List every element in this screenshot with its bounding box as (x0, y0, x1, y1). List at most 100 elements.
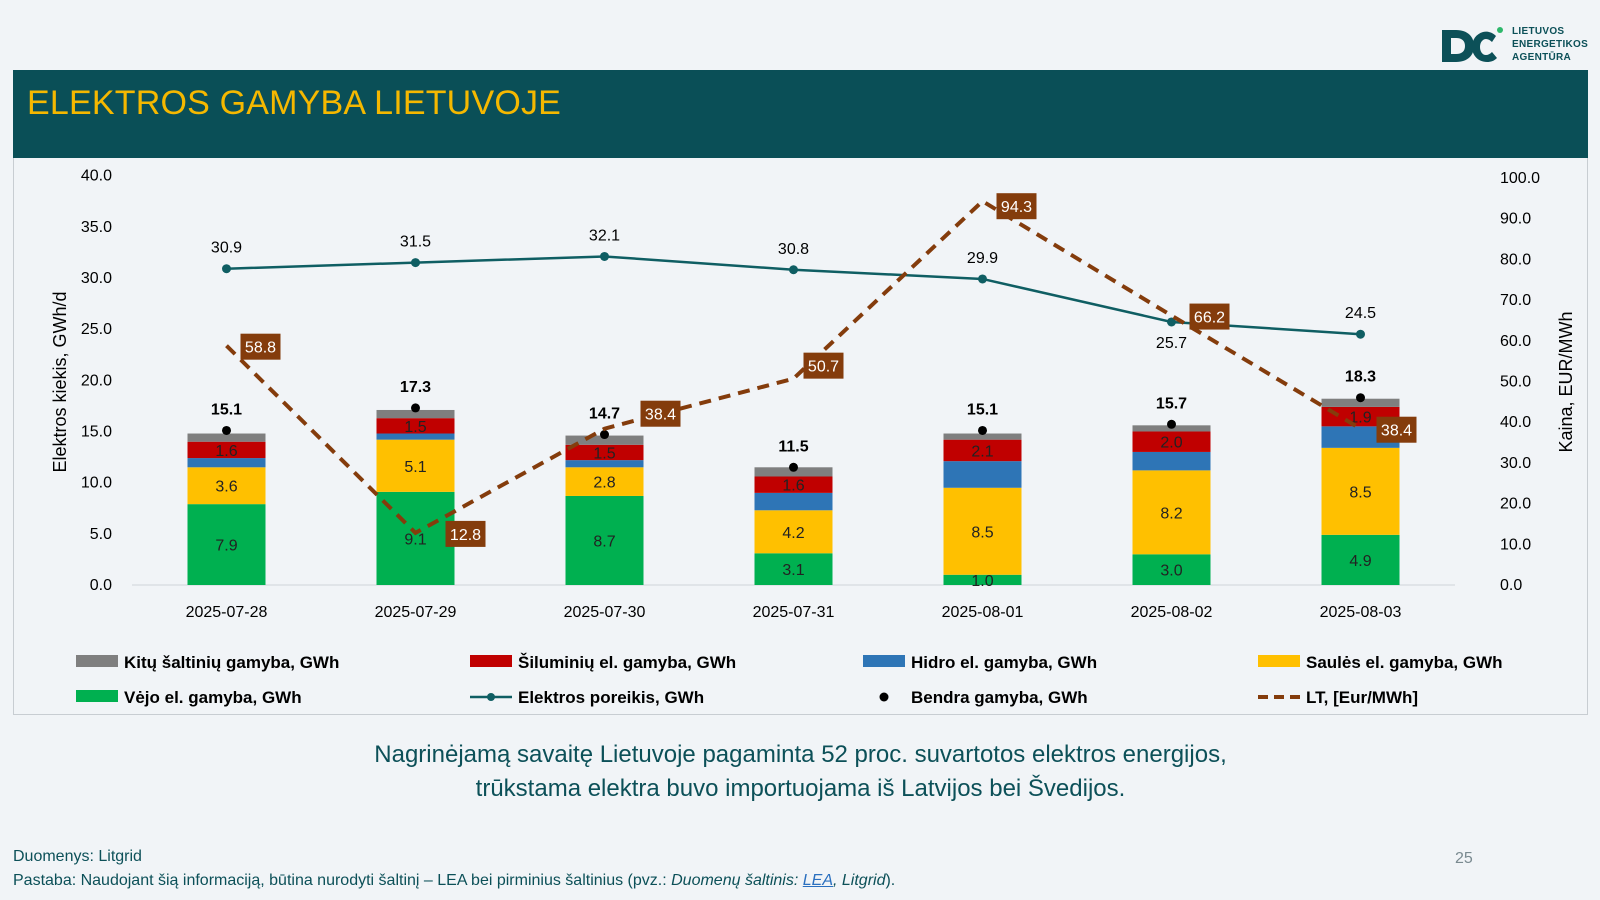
data-source: Duomenys: Litgrid (13, 848, 142, 865)
bar-siluminiu (1132, 431, 1211, 452)
bar-hidro (565, 460, 644, 468)
bar-saules (943, 487, 1022, 575)
y-tick-label: 40.0 (81, 168, 112, 185)
bar-kitu (1321, 398, 1400, 407)
bar-value-label: 3.6 (215, 479, 237, 496)
y2-tick-label: 20.0 (1500, 496, 1531, 513)
logo-line-1: LIETUVOS (1512, 26, 1565, 37)
logo-text: LIETUVOS ENERGETIKOS AGENTŪRA (1512, 25, 1588, 64)
bar-hidro (187, 458, 266, 468)
x-tick-label: 2025-08-02 (1131, 604, 1213, 621)
y2-tick-label: 50.0 (1500, 374, 1531, 391)
bar-value-label: 1.9 (1349, 410, 1371, 427)
agency-logo: LIETUVOS ENERGETIKOS AGENTŪRA (1438, 22, 1588, 66)
demand-label: 25.7 (1156, 335, 1187, 352)
summary-line-2: trūkstama elektra buvo importuojama iš L… (475, 775, 1126, 802)
bar-vejo (187, 504, 266, 585)
total-point (222, 425, 231, 435)
total-label: 15.1 (967, 401, 998, 418)
bar-vejo (1132, 554, 1211, 585)
legend-swatch-kitu (76, 655, 118, 667)
total-label: 14.7 (589, 406, 620, 423)
bar-kitu (565, 435, 644, 445)
demand-point (411, 258, 420, 268)
logo-line-3: AGENTŪRA (1512, 52, 1572, 63)
demand-label: 32.1 (589, 227, 620, 244)
bar-saules (1321, 447, 1400, 535)
legend-swatch-siluminiu (470, 655, 512, 667)
legend-swatch-saules (1258, 655, 1300, 667)
y2-tick-label: 80.0 (1500, 251, 1531, 268)
price-label: 66.2 (1194, 310, 1225, 327)
demand-label: 29.9 (967, 250, 998, 267)
legend-label: Elektros poreikis, GWh (518, 688, 704, 707)
bar-hidro (943, 461, 1022, 488)
x-tick-label: 2025-07-30 (564, 604, 646, 621)
bar-hidro (376, 433, 455, 440)
y-tick-label: 15.0 (81, 423, 112, 440)
total-label: 15.7 (1156, 395, 1187, 412)
usage-note: Pastaba: Naudojant šią informaciją, būti… (13, 872, 895, 890)
legend-swatch-point (487, 693, 495, 701)
price-label-box (996, 193, 1037, 220)
legend-label: Bendra gamyba, GWh (911, 688, 1088, 707)
demand-label: 24.5 (1345, 305, 1376, 322)
y-tick-label: 30.0 (81, 270, 112, 287)
total-point (789, 462, 798, 472)
y2-tick-label: 100.0 (1500, 170, 1540, 187)
summary-box: Nagrinėjamą savaitę Lietuvoje pagaminta … (13, 714, 1588, 834)
demand-point (789, 265, 798, 275)
bar-value-label: 9.1 (404, 531, 426, 548)
bar-kitu (187, 433, 266, 442)
logo-line-2: ENERGETIKOS (1512, 39, 1589, 50)
note-italic: Duomenų šaltinis: (671, 872, 803, 889)
bar-value-label: 1.6 (782, 478, 804, 495)
legend-label: Vėjo el. gamyba, GWh (124, 688, 302, 707)
bar-value-label: 5.1 (404, 459, 426, 476)
bar-hidro (754, 492, 833, 511)
summary-line-1: Nagrinėjamą savaitę Lietuvoje pagaminta … (374, 741, 1227, 768)
price-label-box (640, 400, 681, 427)
demand-label: 30.8 (778, 241, 809, 258)
bar-vejo (754, 553, 833, 585)
price-label: 58.8 (245, 340, 276, 357)
price-label: 50.7 (808, 359, 839, 376)
y2-tick-label: 60.0 (1500, 333, 1531, 350)
lea-link[interactable]: LEA (802, 872, 833, 889)
y-axis-title: Elektros kiekis, GWh/d (50, 291, 70, 472)
price-label: 38.4 (1381, 423, 1412, 440)
price-label-box (1189, 303, 1230, 330)
bar-vejo (565, 495, 644, 585)
y2-tick-label: 90.0 (1500, 211, 1531, 228)
y2-tick-label: 0.0 (1500, 577, 1522, 594)
production-chart: 0.0 5.0 10.0 15.0 20.0 25.0 30.0 35.0 40.0 0.0 10.… (50, 168, 1576, 707)
x-tick-label: 2025-08-03 (1320, 604, 1402, 621)
price-line (225, 198, 1362, 536)
page-number: 25 (1455, 850, 1473, 867)
bar-saules (754, 510, 833, 554)
legend-label: Šiluminių el. gamyba, GWh (518, 653, 736, 672)
bar-saules (376, 439, 455, 492)
bar-value-label: 7.9 (215, 538, 237, 555)
bar-saules (565, 467, 644, 496)
x-tick-label: 2025-07-29 (375, 604, 457, 621)
total-label: 17.3 (400, 379, 431, 396)
logo-icon (1442, 27, 1503, 62)
bar-value-label: 2.8 (593, 475, 615, 492)
total-label: 11.5 (778, 438, 808, 455)
total-label: 15.1 (211, 401, 242, 418)
bar-siluminiu (187, 441, 266, 459)
price-label-box (1376, 416, 1417, 443)
demand-label: 30.9 (211, 240, 242, 257)
bar-value-label: 3.0 (1160, 563, 1182, 580)
price-label: 12.8 (450, 527, 481, 544)
legend-label: Hidro el. gamyba, GWh (911, 653, 1097, 672)
y2-tick-label: 30.0 (1500, 455, 1531, 472)
total-point (978, 425, 987, 435)
demand-point (222, 264, 231, 274)
demand-point (1167, 317, 1176, 327)
y2-axis-title: Kaina, EUR/MWh (1556, 311, 1576, 452)
y-tick-label: 25.0 (81, 321, 112, 338)
bar-siluminiu (754, 476, 833, 493)
demand-point (1356, 329, 1365, 339)
